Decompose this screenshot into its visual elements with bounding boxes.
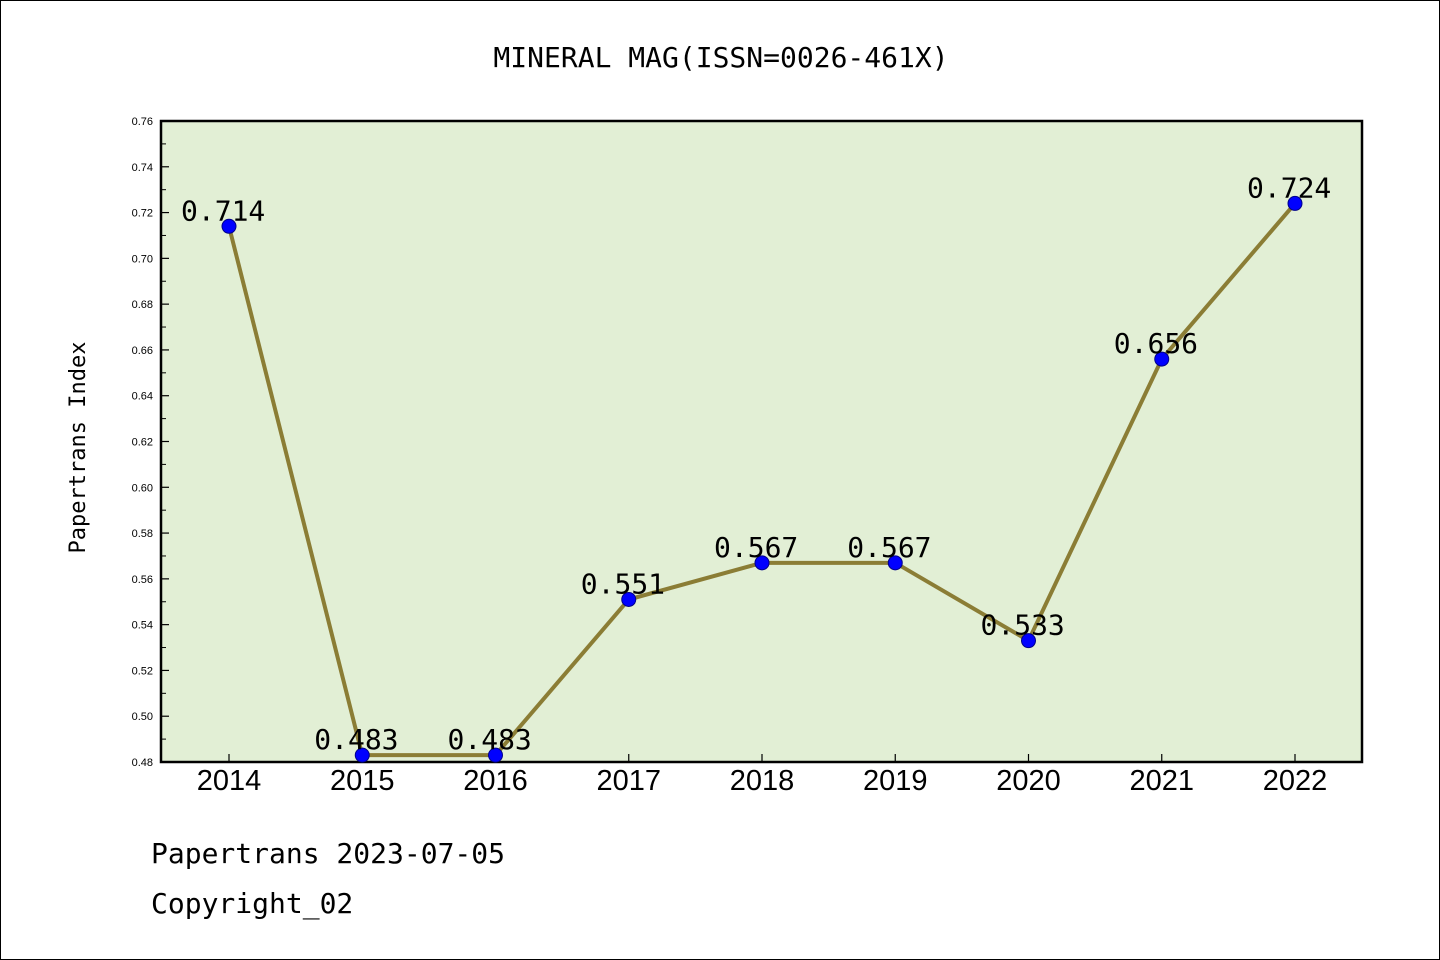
- data-label: 0.656: [1114, 327, 1198, 360]
- x-tick-label: 2016: [463, 765, 528, 797]
- data-point: [221, 218, 237, 234]
- y-tick-label: 0.66: [132, 345, 153, 357]
- data-label: 0.551: [581, 567, 665, 600]
- y-tick-label: 0.54: [132, 620, 153, 632]
- data-point: [887, 555, 903, 571]
- data-label: 0.483: [448, 723, 532, 756]
- data-point-markers: [221, 195, 1303, 763]
- x-tick-label: 2020: [996, 765, 1061, 797]
- y-tick-label: 0.52: [132, 665, 153, 677]
- data-point: [488, 747, 503, 763]
- data-point: [354, 747, 370, 763]
- x-tick-label: 2017: [596, 765, 661, 797]
- y-axis-ticks: 0.48 0.50 0.52 0.54 0.56 0.58 0.60 0.62 0.64 0.66…: [132, 116, 169, 769]
- data-point: [1154, 351, 1170, 367]
- y-tick-label: 0.62: [132, 437, 153, 449]
- x-tick-label: 2014: [197, 765, 262, 797]
- x-tick-label: 2018: [730, 765, 795, 797]
- plot-area: [159, 119, 1364, 764]
- data-label: 0.724: [1247, 171, 1331, 204]
- y-tick-label: 0.72: [132, 208, 153, 220]
- y-tick-label: 0.74: [132, 162, 153, 174]
- y-tick-label: 0.70: [132, 253, 153, 265]
- data-point: [754, 555, 770, 571]
- data-point: [621, 591, 637, 607]
- x-tick-label: 2021: [1129, 765, 1194, 797]
- y-tick-label: 0.60: [132, 482, 153, 494]
- data-point: [1021, 633, 1036, 649]
- chart-title: MINERAL MAG(ISSN=0026-461X): [493, 41, 948, 74]
- data-labels: 0.714 0.483 0.483 0.551 0.567 0.567 0.533 0.656…: [181, 171, 1331, 756]
- footer-copyright-text: Copyright_02: [151, 887, 354, 920]
- y-tick-label: 0.56: [132, 574, 153, 586]
- y-tick-label: 0.64: [132, 391, 153, 403]
- data-label: 0.483: [314, 723, 398, 756]
- y-tick-label: 0.50: [132, 711, 153, 723]
- y-axis-label: Papertrans Index: [66, 342, 91, 554]
- x-tick-label: 2019: [863, 765, 928, 797]
- y-tick-label: 0.58: [132, 528, 153, 540]
- data-point: [1287, 195, 1303, 211]
- x-tick-label: 2022: [1263, 765, 1328, 797]
- x-tick-label: 2015: [330, 765, 395, 797]
- data-label: 0.567: [714, 531, 798, 564]
- data-label: 0.567: [847, 531, 931, 564]
- y-tick-label: 0.48: [132, 757, 153, 769]
- footer-date-text: Papertrans 2023-07-05: [151, 837, 506, 870]
- y-tick-label: 0.76: [132, 116, 153, 128]
- x-axis-ticks: 2014 2015 2016 2017 2018 2019 2020 2021 2022: [197, 754, 1328, 797]
- data-label: 0.714: [181, 194, 265, 227]
- data-label: 0.533: [981, 609, 1065, 642]
- y-tick-label: 0.68: [132, 299, 153, 311]
